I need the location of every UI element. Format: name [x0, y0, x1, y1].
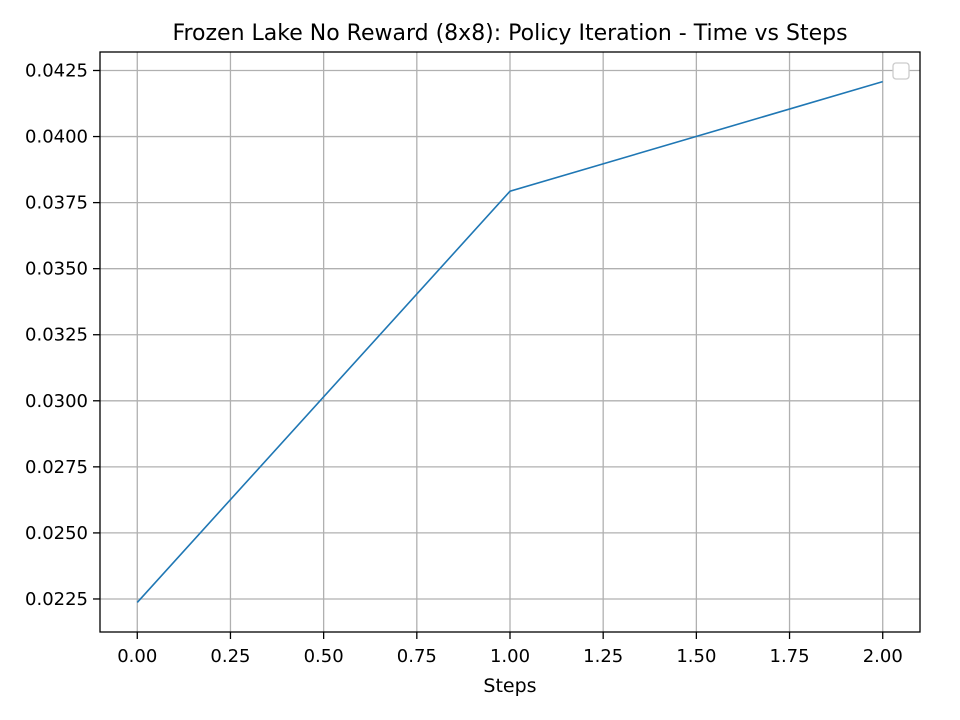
x-axis-label: Steps [483, 675, 536, 697]
grid-lines [100, 52, 920, 632]
x-tick-label: 0.25 [210, 646, 250, 667]
y-tick-label: 0.0275 [25, 457, 88, 478]
legend [892, 62, 910, 80]
y-tick-label: 0.0300 [25, 391, 88, 412]
x-tick-label: 1.75 [770, 646, 810, 667]
x-tick-label: 1.00 [490, 646, 530, 667]
y-tick-label: 0.0225 [25, 589, 88, 610]
series-layer [136, 80, 883, 603]
y-tick-label: 0.0325 [25, 325, 88, 346]
y-tick-label: 0.0400 [25, 127, 88, 148]
x-tick-label: 1.25 [583, 646, 623, 667]
y-tick-label: 0.0250 [25, 523, 88, 544]
x-axis-ticks: 0.00 0.25 0.50 0.75 1.00 1.25 1.50 1.75 2.00 [117, 632, 903, 667]
chart-title: Frozen Lake No Reward (8x8): Policy Iter… [172, 21, 847, 46]
y-axis-ticks: 0.0225 0.0250 0.0275 0.0300 0.0325 0.0350 0.03… [25, 60, 100, 610]
y-tick-label: 0.0350 [25, 259, 88, 280]
y-tick-label: 0.0375 [25, 193, 88, 214]
x-tick-label: 0.50 [304, 646, 344, 667]
x-tick-label: 1.50 [676, 646, 716, 667]
y-tick-label: 0.0425 [25, 60, 88, 81]
x-tick-label: 0.75 [397, 646, 437, 667]
series-line [136, 80, 883, 603]
x-tick-label: 0.00 [117, 646, 157, 667]
x-tick-label: 2.00 [863, 646, 903, 667]
